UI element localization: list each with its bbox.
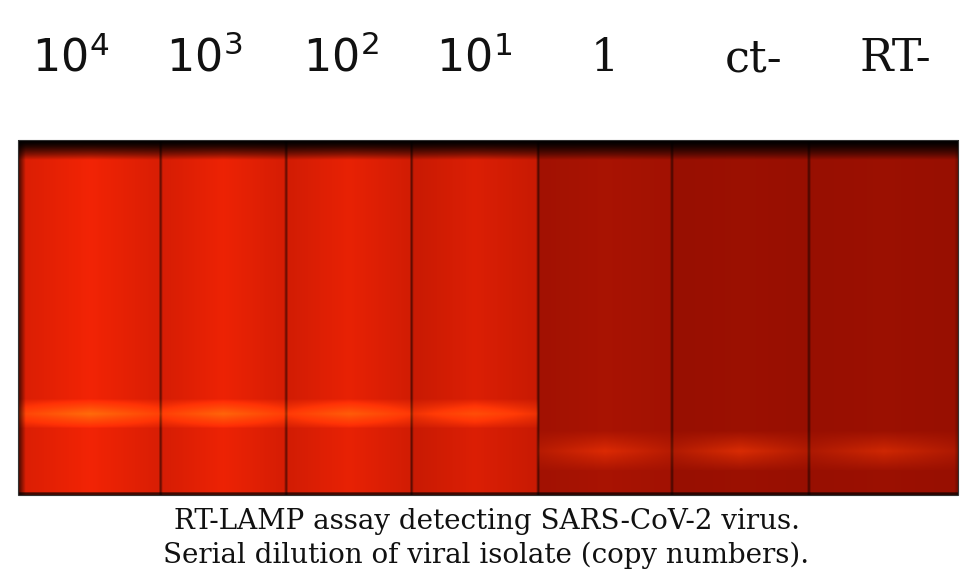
- Text: RT-LAMP assay detecting SARS-CoV-2 virus.: RT-LAMP assay detecting SARS-CoV-2 virus…: [173, 509, 800, 535]
- Text: ct-: ct-: [725, 37, 783, 80]
- Text: $10^1$: $10^1$: [436, 37, 512, 81]
- Text: 1: 1: [591, 37, 620, 80]
- Text: $10^4$: $10^4$: [31, 37, 109, 81]
- Text: $10^3$: $10^3$: [166, 37, 242, 81]
- Text: $10^2$: $10^2$: [303, 37, 378, 81]
- Text: RT-: RT-: [859, 37, 931, 80]
- Text: Serial dilution of viral isolate (copy numbers).: Serial dilution of viral isolate (copy n…: [163, 541, 810, 569]
- Bar: [18, 140, 958, 495]
